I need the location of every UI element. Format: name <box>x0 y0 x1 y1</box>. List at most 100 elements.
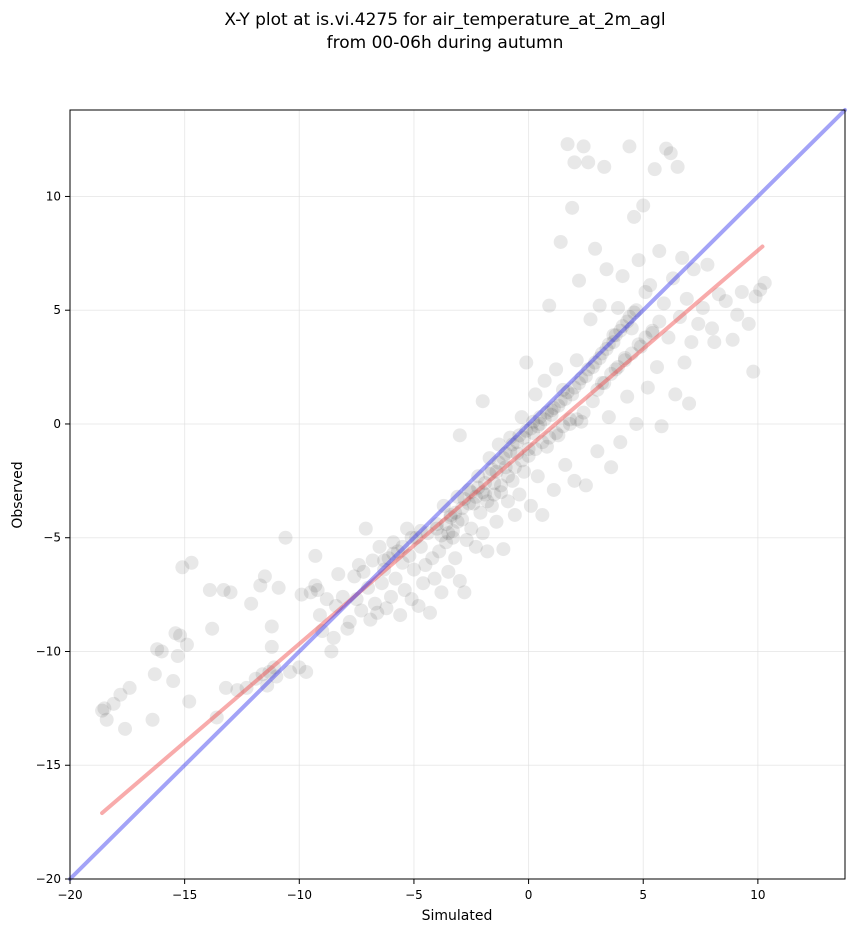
fit-line <box>100 244 765 816</box>
data-point-180 <box>622 139 637 154</box>
data-point-234 <box>475 485 490 500</box>
data-point-209 <box>691 316 706 331</box>
data-point-145 <box>544 403 559 418</box>
data-point-59 <box>351 558 366 573</box>
data-point-195 <box>656 296 671 311</box>
data-point-287 <box>494 478 509 493</box>
data-point-12 <box>170 649 185 664</box>
x-tick-label-4: 0 <box>525 888 533 902</box>
data-point-108 <box>461 482 476 497</box>
data-point-202 <box>672 310 687 325</box>
data-point-170 <box>599 262 614 277</box>
data-point-136 <box>523 498 538 513</box>
data-point-119 <box>484 498 499 513</box>
data-point-250 <box>530 419 545 434</box>
data-point-283 <box>441 526 456 541</box>
data-point-122 <box>491 437 506 452</box>
data-point-235 <box>478 476 493 491</box>
data-point-216 <box>725 332 740 347</box>
data-point-252 <box>537 412 552 427</box>
y-tick-label-4: 0 <box>53 417 61 431</box>
data-point-42 <box>299 664 314 679</box>
data-point-94 <box>432 544 447 559</box>
data-point-22 <box>218 680 233 695</box>
data-point-90 <box>422 605 437 620</box>
data-point-266 <box>585 360 600 375</box>
data-point-16 <box>184 555 199 570</box>
data-point-230 <box>461 496 476 511</box>
data-point-109 <box>464 521 479 536</box>
data-point-183 <box>629 416 644 431</box>
data-point-223 <box>757 275 772 290</box>
data-point-198 <box>663 146 678 161</box>
x-axis-ticks: −20 −15 −10 −5 0 5 10 <box>57 879 766 902</box>
data-point-185 <box>633 339 648 354</box>
data-point-120 <box>487 476 502 491</box>
data-point-61 <box>356 564 371 579</box>
x-tick-label-3: −5 <box>405 888 423 902</box>
data-point-57 <box>347 569 362 584</box>
data-point-86 <box>413 539 428 554</box>
data-point-305 <box>590 382 605 397</box>
data-point-155 <box>567 155 582 170</box>
data-point-222 <box>753 282 768 297</box>
data-point-306 <box>597 376 612 391</box>
grid-lines <box>69 110 845 880</box>
data-point-206 <box>682 396 697 411</box>
data-point-215 <box>718 294 733 309</box>
data-point-263 <box>574 371 589 386</box>
data-point-116 <box>478 487 493 502</box>
data-point-36 <box>269 669 284 684</box>
data-point-39 <box>283 664 298 679</box>
x-tick-label-0: −20 <box>57 888 82 902</box>
data-point-76 <box>390 544 405 559</box>
data-point-152 <box>560 137 575 152</box>
data-point-211 <box>700 257 715 272</box>
data-point-6 <box>145 712 160 727</box>
data-point-284 <box>445 530 460 545</box>
data-point-289 <box>507 460 522 475</box>
data-point-32 <box>262 664 277 679</box>
data-point-35 <box>267 660 282 675</box>
data-point-181 <box>624 321 639 336</box>
y-tick-label-1: −15 <box>36 758 61 772</box>
data-point-313 <box>645 323 660 338</box>
data-point-52 <box>328 598 343 613</box>
x-axis-label: Simulated <box>422 908 493 924</box>
data-point-280 <box>429 521 444 536</box>
data-point-242 <box>503 444 518 459</box>
data-point-199 <box>666 271 681 286</box>
data-point-14 <box>175 560 190 575</box>
data-point-163 <box>583 312 598 327</box>
trend-lines <box>68 108 847 881</box>
data-point-253 <box>539 405 554 420</box>
data-point-288 <box>500 469 515 484</box>
data-point-80 <box>400 521 415 536</box>
data-point-135 <box>521 441 536 456</box>
data-point-127 <box>503 430 518 445</box>
data-point-248 <box>523 421 538 436</box>
data-point-93 <box>429 517 444 532</box>
data-point-110 <box>466 496 481 511</box>
data-point-312 <box>638 330 653 345</box>
data-point-295 <box>549 426 564 441</box>
data-point-150 <box>555 382 570 397</box>
data-point-3 <box>113 687 128 702</box>
data-point-236 <box>482 467 497 482</box>
data-point-303 <box>404 530 419 545</box>
data-point-38 <box>278 530 293 545</box>
y-tick-label-3: −5 <box>43 531 61 545</box>
data-point-131 <box>512 487 527 502</box>
data-point-243 <box>505 437 520 452</box>
data-point-300 <box>377 553 392 568</box>
data-point-207 <box>684 335 699 350</box>
data-point-149 <box>553 234 568 249</box>
x-tick-label-2: −10 <box>287 888 312 902</box>
data-point-177 <box>615 269 630 284</box>
data-point-37 <box>271 580 286 595</box>
data-point-249 <box>526 414 541 429</box>
data-point-282 <box>439 517 454 532</box>
data-point-153 <box>562 412 577 427</box>
data-point-194 <box>654 419 669 434</box>
x-tick-label-1: −15 <box>172 888 197 902</box>
